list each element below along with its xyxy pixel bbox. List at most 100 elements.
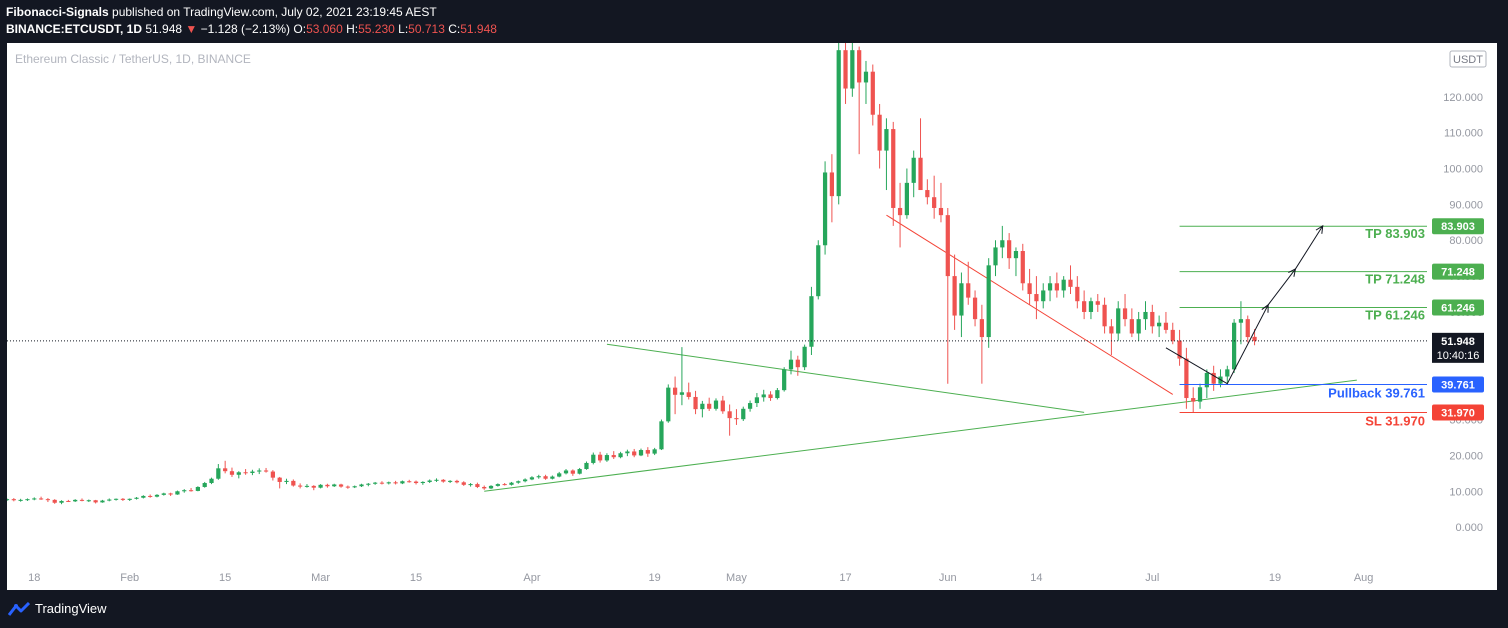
candle-body: [11, 499, 16, 501]
candle-body: [652, 449, 657, 454]
candle-body: [645, 450, 650, 454]
candle-body: [1238, 319, 1244, 323]
candle-body: [434, 479, 439, 481]
candle-body: [632, 451, 637, 456]
candle-body: [298, 485, 303, 487]
candle-body: [802, 346, 807, 368]
candle-body: [216, 468, 221, 479]
candle-body: [325, 484, 330, 487]
candle-body: [911, 157, 916, 183]
candle-body: [236, 472, 241, 475]
candle-body: [488, 485, 494, 489]
candle-body: [93, 500, 98, 503]
candle-body: [734, 418, 739, 420]
level-tag-label: 83.903: [1441, 221, 1475, 233]
candle-body: [1122, 308, 1128, 320]
candle-body: [727, 411, 732, 419]
candle-body: [1143, 311, 1148, 320]
candle-body: [1000, 240, 1005, 248]
candle-body: [318, 484, 323, 488]
candle-body: [570, 470, 575, 474]
y-tick-label: 90.000: [1449, 199, 1483, 211]
x-tick-label: Jul: [1145, 572, 1159, 584]
close-label: C:: [448, 22, 461, 36]
level-tag: [1432, 404, 1484, 421]
support-trendline: [606, 343, 1085, 413]
candle-body: [1232, 322, 1237, 370]
candle-body: [611, 455, 616, 458]
candle-body: [604, 455, 610, 461]
candle-body: [550, 476, 555, 479]
candle-body: [243, 472, 248, 474]
chart-area[interactable]: Ethereum Classic / TetherUS, 1D, BINANCE…: [7, 43, 1497, 590]
candle-body: [1047, 283, 1053, 291]
candle-body: [822, 172, 828, 246]
candle-body: [45, 499, 51, 501]
published-text: published on TradingView.com, July 02, 2…: [112, 5, 437, 19]
candle-body: [952, 276, 957, 316]
symbol-label: BINANCE:ETCUSDT, 1D: [6, 22, 143, 36]
candle-body: [100, 500, 105, 503]
author-name[interactable]: Fibonacci-Signals: [6, 5, 109, 19]
candle-body: [1102, 304, 1107, 327]
countdown-label: 10:40:16: [1437, 350, 1480, 362]
level-label-tp: TP 61.246: [1365, 307, 1425, 322]
projection-arrow-head: [1261, 303, 1269, 313]
candle-body: [516, 481, 521, 483]
tradingview-footer[interactable]: TradingView: [8, 601, 107, 616]
candle-body: [713, 400, 719, 409]
candle-body: [66, 500, 71, 502]
candle-body: [148, 495, 153, 497]
candle-body: [379, 482, 385, 484]
candle-body: [386, 482, 391, 484]
candle-body: [966, 283, 971, 298]
price-change: −1.128 (−2.13%): [200, 22, 291, 36]
x-tick-label: 17: [839, 572, 851, 584]
candle-body: [747, 403, 753, 409]
candle-body: [938, 207, 944, 216]
candle-body: [73, 499, 78, 502]
candle-body: [509, 482, 514, 485]
candle-body: [618, 453, 623, 458]
candle-body: [1211, 372, 1216, 384]
candle-body: [468, 484, 473, 486]
candle-body: [223, 468, 228, 472]
candle-body: [1095, 301, 1100, 305]
candle-body: [761, 394, 766, 398]
y-tick-label: 120.000: [1443, 92, 1483, 104]
candle-body: [679, 392, 685, 395]
candle-body: [672, 387, 678, 395]
candle-body: [18, 499, 23, 501]
y-tick-label: 100.000: [1443, 164, 1483, 176]
candle-body: [1013, 251, 1019, 259]
candle-body: [1197, 387, 1203, 402]
candle-body: [1034, 294, 1039, 302]
candle-body: [904, 182, 909, 216]
candle-body: [79, 499, 85, 501]
candle-body: [475, 484, 480, 487]
candle-body: [666, 387, 671, 422]
candle-body: [557, 473, 562, 477]
candle-body: [427, 480, 432, 482]
candle-body: [1116, 308, 1121, 334]
y-tick-label: 110.000: [1444, 128, 1483, 140]
x-tick-label: May: [726, 572, 747, 584]
candle-body: [250, 471, 255, 473]
candle-body: [972, 297, 978, 320]
candle-body: [263, 470, 269, 472]
candle-body: [7, 499, 10, 501]
price-chart[interactable]: Ethereum Classic / TetherUS, 1D, BINANCE…: [7, 43, 1497, 590]
candle-body: [393, 482, 398, 484]
candle-body: [1129, 319, 1134, 334]
x-tick-label: Aug: [1354, 572, 1374, 584]
candle-body: [1157, 322, 1162, 327]
x-tick-label: Mar: [311, 572, 330, 584]
candle-body: [1068, 279, 1073, 287]
candle-body: [1061, 279, 1066, 291]
candle-body: [352, 486, 357, 488]
y-tick-label: 80.000: [1449, 235, 1483, 247]
candle-body: [134, 497, 139, 499]
candle-body: [1191, 398, 1196, 402]
candle-body: [788, 359, 794, 370]
unit-badge: [1449, 50, 1487, 68]
